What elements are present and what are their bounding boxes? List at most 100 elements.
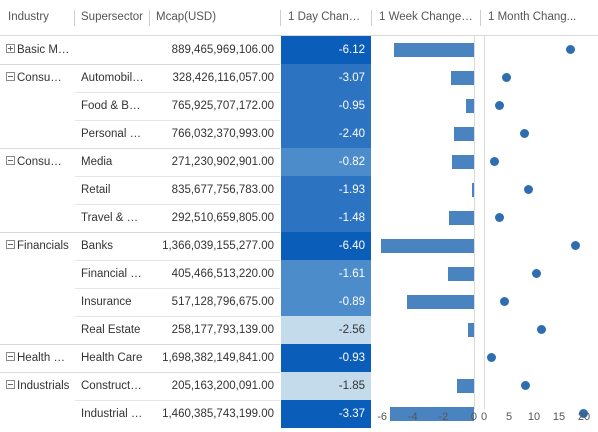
mcap-cell: 405,466,513,220.00: [171, 268, 274, 280]
table-row[interactable]: Retail 835,677,756,783.00 -1.93: [0, 176, 598, 204]
column-header-mcap[interactable]: Mcap(USD): [156, 11, 217, 23]
table-row[interactable]: Real Estate 258,177,793,139.00 -2.56: [0, 316, 598, 344]
month-change-dot: [524, 185, 533, 194]
industry-label: Consume...: [17, 156, 76, 168]
week-axis-tick-label: -2: [438, 411, 449, 423]
industry-cell: Consume...: [2, 148, 76, 176]
month-change-dot: [571, 241, 580, 250]
row-divider: [75, 288, 280, 289]
day-change-cell: -1.93: [281, 176, 371, 204]
supersector-cell: Industrial G...: [81, 408, 150, 420]
industry-cell: [2, 92, 76, 120]
group-divider: [0, 372, 280, 373]
month-change-dot: [537, 325, 546, 334]
table-row[interactable]: Travel & Lei... 292,510,659,805.00 -1.48: [0, 204, 598, 232]
group-divider: [0, 64, 280, 65]
month-change-dot: [499, 297, 509, 306]
week-change-bar: [457, 379, 474, 393]
group-divider: [0, 148, 280, 149]
column-header-1day-change[interactable]: 1 Day Change...: [288, 11, 371, 23]
collapse-icon[interactable]: [6, 72, 15, 82]
table-row[interactable]: Consume... Automobile... 328,426,116,057.0…: [0, 64, 598, 92]
week-change-bar: [406, 295, 474, 309]
day-change-cell: -6.40: [281, 232, 371, 260]
mcap-cell: 1,366,039,155,277.00: [162, 240, 274, 252]
mcap-cell: 889,465,969,106.00: [171, 44, 274, 56]
industry-cell: [2, 260, 76, 288]
mcap-cell: 765,925,707,172.00: [171, 100, 274, 112]
day-change-cell: -1.61: [281, 260, 371, 288]
month-axis-tick-label: 0: [480, 411, 488, 423]
supersector-cell: Media: [81, 156, 113, 168]
week-axis-tick-label: -6: [377, 411, 388, 423]
mcap-cell: 258,177,793,139.00: [171, 324, 274, 336]
collapse-icon[interactable]: [6, 156, 15, 166]
month-change-dot: [521, 381, 530, 390]
row-divider: [75, 316, 280, 317]
day-change-cell: -3.37: [281, 400, 371, 428]
table-row[interactable]: Consume... Media 271,230,902,901.00 -0.82: [0, 148, 598, 176]
month-axis-tick-label: 15: [552, 411, 566, 423]
row-divider: [75, 120, 280, 121]
table-row[interactable]: Financials Banks 1,366,039,155,277.00 -6.40: [0, 232, 598, 260]
column-header-industry[interactable]: Industry: [8, 11, 49, 23]
day-change-cell: -1.48: [281, 204, 371, 232]
table-row[interactable]: Basic Materials 889,465,969,106.00 -6.12: [0, 36, 598, 64]
week-change-bar: [394, 43, 474, 57]
month-change-dot: [519, 129, 529, 138]
supersector-cell: Constructio...: [81, 380, 149, 392]
week-change-bar: [450, 71, 474, 85]
industry-cell: Basic Materials: [2, 36, 76, 64]
supersector-cell: Banks: [81, 240, 113, 252]
supersector-cell: Insurance: [81, 296, 132, 308]
mcap-cell: 766,032,370,993.00: [171, 128, 274, 140]
day-change-cell: -6.12: [281, 36, 371, 64]
table-row[interactable]: Health Ca... Health Care 1,698,382,149,841…: [0, 344, 598, 372]
table-row[interactable]: Financial Se... 405,466,513,220.00 -1.61: [0, 260, 598, 288]
column-header-1month-change[interactable]: 1 Month Chang...: [488, 11, 577, 23]
month-axis-tick-label: 10: [527, 411, 541, 423]
month-change-dot: [489, 157, 499, 166]
table-row[interactable]: Insurance 517,128,796,675.00 -0.89: [0, 288, 598, 316]
group-divider: [0, 232, 280, 233]
column-header-1week-change[interactable]: 1 Week Change ...: [379, 11, 475, 23]
collapse-icon[interactable]: [6, 352, 15, 362]
mcap-cell: 328,426,116,057.00: [172, 72, 274, 84]
mcap-cell: 1,460,385,743,199.00: [162, 408, 274, 420]
month-change-dot: [566, 45, 575, 54]
month-change-dot: [532, 269, 541, 278]
supersector-cell: Health Care: [81, 352, 143, 364]
table-row[interactable]: Food & Bev... 765,925,707,172.00 -0.95: [0, 92, 598, 120]
industry-cell: [2, 400, 76, 428]
table-row[interactable]: Industrials Constructio... 205,163,200,091…: [0, 372, 598, 400]
collapse-icon[interactable]: [6, 380, 15, 390]
industry-cell: [2, 316, 76, 344]
day-change-cell: -2.56: [281, 316, 371, 344]
table-row[interactable]: Industrial G... 1,460,385,743,199.00 -3.37: [0, 400, 598, 428]
supersector-cell: Automobile...: [81, 72, 149, 84]
supersector-cell: Real Estate: [81, 324, 141, 336]
mcap-cell: 1,698,382,149,841.00: [162, 352, 274, 364]
row-divider: [75, 400, 280, 401]
week-change-bar: [389, 407, 474, 421]
expand-icon[interactable]: [6, 44, 15, 54]
grid-header: Industry Supersector Mcap(USD) 1 Day Cha…: [0, 0, 598, 36]
supersector-cell: Retail: [81, 184, 111, 196]
row-divider: [75, 176, 280, 177]
table-row[interactable]: Personal & ... 766,032,370,993.00 -2.40: [0, 120, 598, 148]
column-header-supersector[interactable]: Supersector: [81, 11, 144, 23]
week-change-bar: [452, 155, 474, 169]
month-change-dot: [487, 353, 496, 362]
supersector-cell: Food & Bev...: [81, 100, 150, 112]
industry-cell: [2, 120, 76, 148]
week-change-bar: [454, 127, 474, 141]
day-change-cell: -0.93: [281, 344, 371, 372]
row-divider: [75, 260, 280, 261]
month-change-dot: [502, 73, 511, 82]
industry-cell: Health Ca...: [2, 344, 76, 372]
month-change-dot: [494, 101, 504, 110]
month-axis-tick-label: 20: [577, 411, 591, 423]
supersector-cell: [75, 36, 150, 64]
collapse-icon[interactable]: [6, 240, 15, 250]
